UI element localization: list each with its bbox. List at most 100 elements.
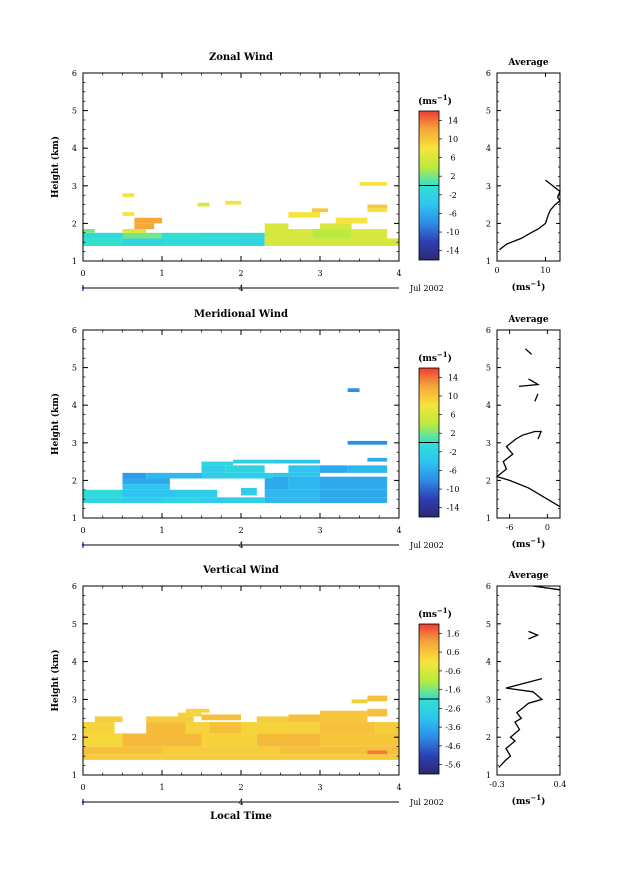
heatmap-cell: [320, 223, 352, 230]
avg-x-tick-label: 0: [494, 266, 499, 275]
colorbar-tick-label: -1.6: [445, 686, 460, 695]
heatmap-cell: [134, 223, 155, 230]
x-tick-label: 0: [80, 783, 85, 792]
heatmap-cell: [347, 465, 388, 473]
heatmap-cell: [122, 497, 162, 503]
y-axis-label: Height (km): [50, 649, 61, 711]
heatmap-cell: [122, 229, 147, 233]
y-tick-label: 3: [72, 182, 77, 191]
heatmap-cell: [201, 733, 257, 747]
avg-y-tick-label: 4: [486, 401, 491, 410]
heatmap-cell: [134, 217, 162, 224]
x-tick-label: 3: [317, 783, 322, 792]
avg-x-tick-label: 0.4: [554, 780, 567, 789]
avg-y-tick-label: 2: [486, 733, 491, 742]
heatmap-cell: [122, 212, 135, 216]
date-axis-tick-label: 4: [238, 798, 243, 807]
colorbar-tick-label: 6: [450, 411, 455, 420]
heatmap-cell: [375, 722, 399, 734]
colorbar-tick-label: -2: [449, 448, 457, 457]
heatmap-cell: [288, 465, 320, 473]
colorbar-tick-label: 10: [448, 392, 458, 401]
colorbar-tick-label: -14: [447, 504, 460, 513]
avg-title: Average: [507, 315, 548, 325]
heatmap-cell: [280, 746, 399, 755]
avg-y-tick-label: 1: [486, 514, 491, 523]
y-tick-label: 4: [72, 144, 77, 153]
x-tick-label: 2: [238, 526, 243, 535]
heatmap-cell: [197, 202, 210, 207]
y-tick-label: 4: [72, 401, 77, 410]
x-tick-label: 1: [159, 269, 164, 278]
heatmap-cell: [241, 232, 265, 239]
avg-profile-fragment: [518, 378, 541, 388]
heatmap-cell: [162, 746, 281, 755]
heatmap-cell: [201, 461, 234, 466]
y-tick-label: 2: [72, 476, 77, 485]
x-tick-label: 1: [159, 783, 164, 792]
avg-y-tick-label: 2: [486, 476, 491, 485]
heatmap-cell: [201, 465, 226, 473]
heatmap-cell: [241, 487, 257, 496]
heatmap-cell: [209, 722, 241, 734]
date-axis-tick-label: 4: [238, 541, 243, 550]
heatmap-cell: [347, 388, 360, 393]
heatmap-cell: [272, 472, 320, 477]
panel-title: Zonal Wind: [209, 52, 273, 63]
heatmap-cell: [94, 716, 123, 723]
avg-x-tick-label: 0: [545, 523, 550, 532]
avg-y-tick-label: 5: [486, 364, 491, 373]
avg-unit: (ms−1): [512, 536, 546, 550]
date-axis-label: Jul 2002: [409, 798, 444, 807]
avg-y-tick-label: 3: [486, 182, 491, 191]
heatmap-cell: [320, 476, 388, 490]
y-axis-label: Height (km): [50, 136, 61, 198]
x-tick-label: 3: [317, 526, 322, 535]
heatmap-cell: [264, 238, 399, 246]
heatmap-cell: [256, 733, 320, 747]
y-tick-label: 5: [72, 364, 77, 373]
heatmap-cell: [367, 695, 388, 702]
avg-profile-fragment: [532, 585, 561, 591]
colorbar-tick-label: -10: [447, 485, 460, 494]
heatmap-cell: [320, 497, 388, 503]
heatmap-cell: [83, 497, 123, 503]
avg-profile-line: [499, 179, 561, 251]
heatmap-cell: [359, 182, 388, 186]
heatmap-cell: [122, 733, 202, 747]
heatmap-cell: [225, 465, 265, 473]
y-tick-label: 1: [72, 257, 77, 266]
x-axis-label: Local Time: [210, 811, 272, 822]
heatmap-cell: [201, 472, 273, 479]
colorbar-tick-label: 2: [450, 429, 455, 438]
avg-y-tick-label: 6: [486, 326, 491, 335]
heatmap-cell: [146, 722, 186, 734]
heatmap-cell: [146, 716, 194, 723]
panel-title: Meridional Wind: [194, 309, 288, 320]
avg-title: Average: [507, 58, 548, 68]
heatmap-cell: [83, 229, 95, 233]
heatmap-cell: [162, 238, 202, 246]
heatmap-cell: [83, 232, 123, 239]
avg-y-tick-label: 3: [486, 439, 491, 448]
colorbar-tick-label: -2: [449, 191, 457, 200]
heatmap-cell: [367, 750, 388, 755]
avg-x-tick-label: -0.3: [489, 780, 504, 789]
x-tick-label: 4: [396, 526, 401, 535]
heatmap-cell: [320, 733, 399, 747]
avg-y-tick-label: 3: [486, 695, 491, 704]
colorbar-tick-label: -0.6: [445, 667, 460, 676]
heatmap-cell: [162, 497, 202, 503]
avg-profile-fragment: [534, 393, 539, 402]
x-tick-label: 0: [80, 269, 85, 278]
heatmap-cell: [288, 212, 320, 218]
x-tick-label: 2: [238, 783, 243, 792]
y-tick-label: 2: [72, 733, 77, 742]
date-axis-label: Jul 2002: [409, 541, 444, 550]
heatmap-cell: [122, 489, 178, 498]
avg-y-tick-label: 6: [486, 582, 491, 591]
y-tick-label: 6: [72, 326, 77, 335]
heatmap-cell: [335, 217, 368, 224]
x-tick-label: 2: [238, 269, 243, 278]
